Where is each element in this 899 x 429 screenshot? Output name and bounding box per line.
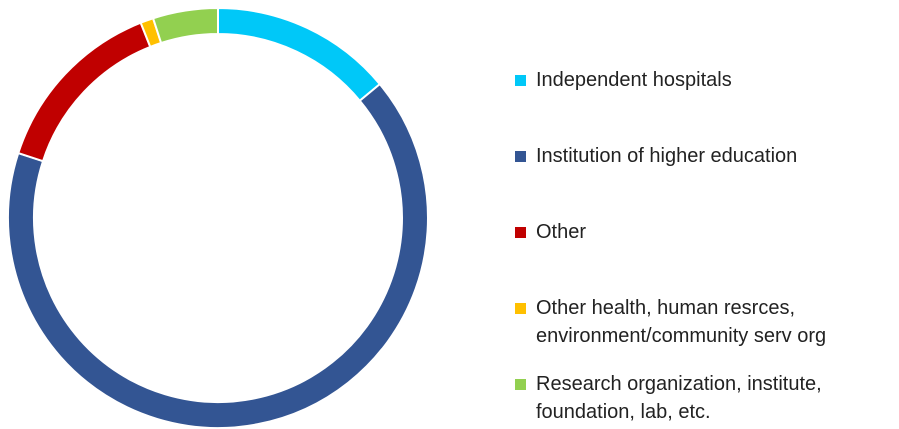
donut-segment <box>17 21 152 163</box>
legend-label: Other health, human resrces, environment… <box>536 297 827 347</box>
legend-item: Institution of higher education <box>515 142 895 170</box>
legend-item: Research organization, institute, founda… <box>515 370 895 426</box>
legend-label: Research organization, institute, founda… <box>536 373 822 423</box>
donut-segment <box>7 82 429 429</box>
donut-segment <box>217 6 382 103</box>
legend-label: Institution of higher education <box>536 145 798 167</box>
chart <box>7 6 429 429</box>
legend-swatch <box>515 227 526 238</box>
legend-swatch <box>515 303 526 314</box>
legend-swatch <box>515 379 526 390</box>
donut-segment <box>151 6 219 45</box>
legend-item: Other <box>515 218 895 246</box>
legend-item: Independent hospitals <box>515 66 895 94</box>
legend-swatch <box>515 75 526 86</box>
legend-label: Other <box>536 221 587 243</box>
legend-swatch <box>515 151 526 162</box>
legend-label: Independent hospitals <box>536 69 732 91</box>
legend-item: Other health, human resrces, environment… <box>515 294 895 350</box>
